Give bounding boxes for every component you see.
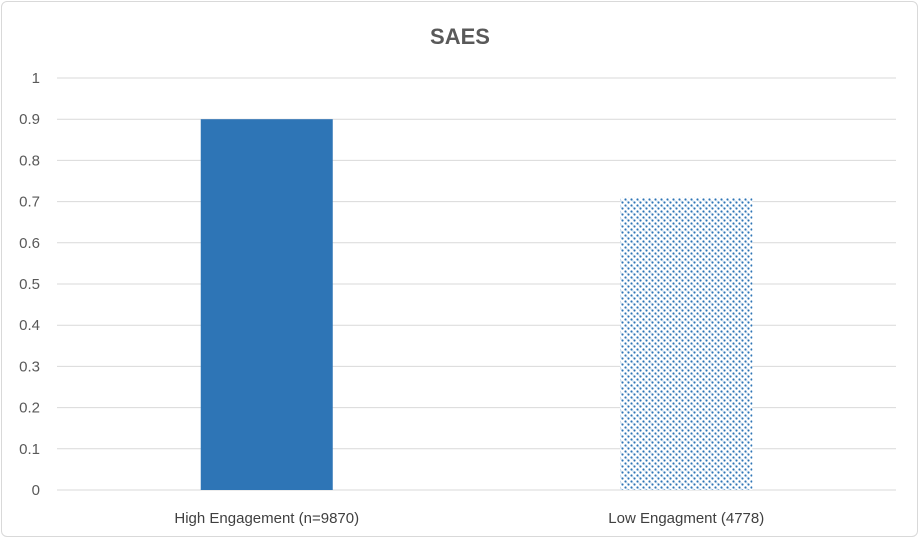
x-category-label: Low Engagment (4778) (608, 510, 764, 527)
x-axis: High Engagement (n=9870) Low Engagment (4… (174, 510, 764, 527)
y-tick-label: 0 (32, 482, 40, 499)
y-tick-label: 0.3 (19, 358, 40, 375)
x-category-label: High Engagement (n=9870) (174, 510, 359, 527)
y-tick-label: 0.2 (19, 400, 40, 417)
y-tick-label: 0.6 (19, 235, 40, 252)
y-tick-label: 0.9 (19, 111, 40, 128)
y-tick-label: 0.7 (19, 194, 40, 211)
y-axis: 0 0.1 0.2 0.3 0.4 0.5 0.6 0.7 0.8 0.9 1 (19, 70, 40, 499)
gridlines (57, 77, 896, 491)
y-tick-label: 1 (32, 70, 40, 87)
bars (200, 119, 753, 491)
bar (620, 197, 753, 491)
bar (200, 119, 333, 490)
y-tick-label: 0.4 (19, 317, 40, 334)
y-tick-label: 0.1 (19, 441, 40, 458)
chart-title: SAES (430, 24, 490, 49)
y-tick-label: 0.5 (19, 276, 40, 293)
y-tick-label: 0.8 (19, 152, 40, 169)
